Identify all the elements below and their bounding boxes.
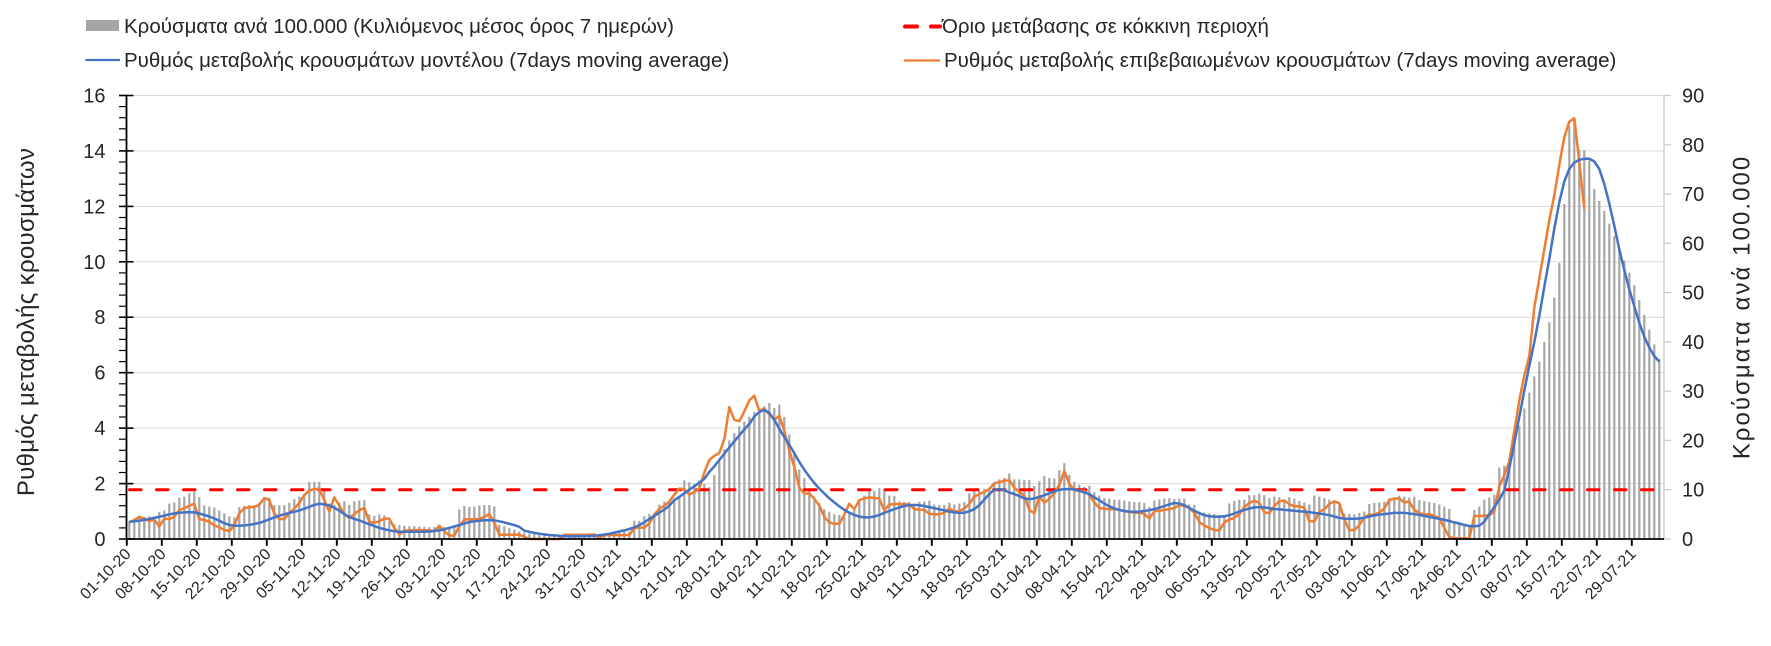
svg-text:0: 0 [94,529,105,551]
svg-text:70: 70 [1682,184,1704,206]
svg-text:Κρούσματα ανά 100.000 (Κυλιόμε: Κρούσματα ανά 100.000 (Κυλιόμενος μέσος … [124,15,674,38]
svg-text:40: 40 [1682,332,1704,354]
svg-text:90: 90 [1682,86,1704,108]
svg-text:50: 50 [1682,283,1704,305]
svg-text:2: 2 [94,474,105,496]
svg-text:Ρυθμός μεταβολής κρουσμάτων: Ρυθμός μεταβολής κρουσμάτων [13,148,40,496]
svg-text:6: 6 [94,363,105,385]
svg-text:8: 8 [94,307,105,329]
svg-text:Όριο μετάβασης σε κόκκινη περι: Όριο μετάβασης σε κόκκινη περιοχή [941,15,1269,38]
svg-text:0: 0 [1682,529,1693,551]
svg-text:4: 4 [94,418,105,440]
svg-text:Ρυθμός μεταβολής επιβεβαιωμένω: Ρυθμός μεταβολής επιβεβαιωμένων κρουσμάτ… [944,49,1616,72]
svg-text:Κρούσματα ανά 100.000: Κρούσματα ανά 100.000 [1729,155,1756,460]
svg-text:14: 14 [83,141,105,163]
svg-text:80: 80 [1682,135,1704,157]
svg-text:16: 16 [83,86,105,108]
svg-text:Ρυθμός μεταβολής κρουσμάτων μο: Ρυθμός μεταβολής κρουσμάτων μοντέλου (7d… [124,49,729,72]
svg-text:30: 30 [1682,381,1704,403]
svg-text:20: 20 [1682,430,1704,452]
svg-text:10: 10 [83,252,105,274]
svg-text:12: 12 [83,196,105,218]
svg-text:10: 10 [1682,480,1704,502]
svg-text:60: 60 [1682,233,1704,255]
